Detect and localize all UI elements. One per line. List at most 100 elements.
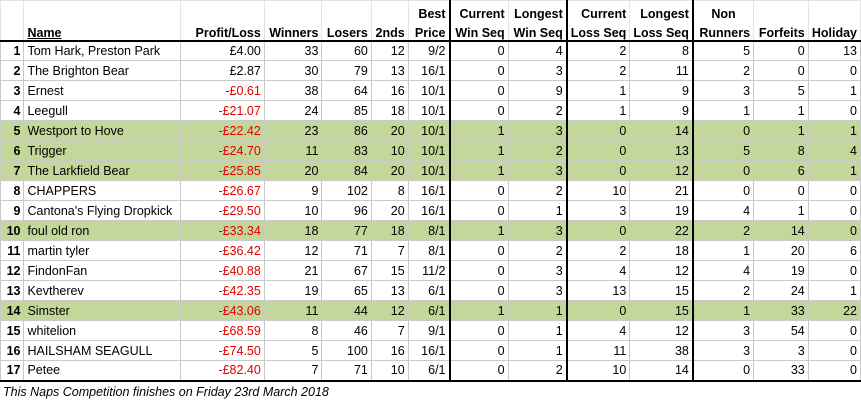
seconds-cell: 7 xyxy=(370,320,409,341)
table-row[interactable]: 7 The Larkfield Bear -£25.85 20 84 20 10/1 1 3 0 1… xyxy=(0,160,861,181)
longest-win-seq-cell: 2 xyxy=(507,180,568,201)
losers-cell: 79 xyxy=(321,60,372,81)
profit-loss-cell: -£42.35 xyxy=(180,280,265,301)
table-row[interactable]: 5 Westport to Hove -£22.42 23 86 20 10/1 1 3 0 14 0… xyxy=(0,120,861,141)
table-row[interactable]: 2 The Brighton Bear £2.87 30 79 13 16/1 0 3 2 11 2 0… xyxy=(0,60,861,81)
header-name: Name xyxy=(23,20,182,42)
header-longest-win-seq: Longest xyxy=(507,0,568,21)
name-cell: Kevtherev xyxy=(23,280,182,301)
header-best-price-2: Price xyxy=(407,20,451,42)
best-price-cell: 9/1 xyxy=(407,320,451,341)
losers-cell: 102 xyxy=(321,180,372,201)
header-seconds: 2nds xyxy=(370,20,409,42)
seconds-cell: 8 xyxy=(370,180,409,201)
longest-loss-seq-cell: 8 xyxy=(629,40,694,61)
current-win-seq-cell: 0 xyxy=(448,260,509,281)
current-win-seq-cell: 1 xyxy=(448,140,509,161)
table-row[interactable]: 8 CHAPPERS -£26.67 9 102 8 16/1 0 2 10 21 0 0 0 xyxy=(0,180,861,201)
longest-win-seq-cell: 3 xyxy=(507,160,568,181)
table-row[interactable]: 17 Petee -£82.40 7 71 10 6/1 0 2 10 14 0 33 0 xyxy=(0,360,861,382)
current-loss-seq-cell: 0 xyxy=(565,140,631,161)
non-runners-cell: 0 xyxy=(691,160,755,181)
header-profit-loss: Profit/Loss xyxy=(180,20,265,42)
header-longest-loss-seq-2: Loss Seq xyxy=(629,20,694,42)
table-row[interactable]: 14 Simster -£43.06 11 44 12 6/1 1 1 0 15 1 33 22 xyxy=(0,300,861,321)
losers-cell: 84 xyxy=(321,160,372,181)
rank-cell: 5 xyxy=(0,120,25,141)
seconds-cell: 15 xyxy=(370,260,409,281)
table-row[interactable]: 6 Trigger -£24.70 11 83 10 10/1 1 2 0 13 5 8 4 xyxy=(0,140,861,161)
winners-cell: 10 xyxy=(263,200,323,221)
profit-loss-cell: -£82.40 xyxy=(180,360,265,382)
current-loss-seq-cell: 2 xyxy=(565,40,631,61)
header-best-price: Best xyxy=(407,0,451,21)
current-win-seq-cell: 0 xyxy=(448,80,509,101)
rank-cell: 13 xyxy=(0,280,25,301)
table-row[interactable]: 1 Tom Hark, Preston Park £4.00 33 60 12 9/2 0 4 2… xyxy=(0,40,861,61)
best-price-cell: 10/1 xyxy=(407,120,451,141)
longest-win-seq-cell: 1 xyxy=(507,200,568,221)
non-runners-cell: 5 xyxy=(691,40,755,61)
current-win-seq-cell: 0 xyxy=(448,280,509,301)
current-win-seq-cell: 1 xyxy=(448,160,509,181)
header-losers: Losers xyxy=(321,20,372,42)
table-row[interactable]: 11 martin tyler -£36.42 12 71 7 8/1 0 2 2 18 1 20 6 xyxy=(0,240,861,261)
losers-cell: 60 xyxy=(321,40,372,61)
table-row[interactable]: 3 Ernest -£0.61 38 64 16 10/1 0 9 1 9 3 5 1 xyxy=(0,80,861,101)
forfeits-cell: 5 xyxy=(753,80,809,101)
winners-cell: 33 xyxy=(263,40,323,61)
best-price-cell: 10/1 xyxy=(407,80,451,101)
holiday-cell: 4 xyxy=(807,140,861,161)
profit-loss-cell: -£25.85 xyxy=(180,160,265,181)
rank-cell: 7 xyxy=(0,160,25,181)
holiday-cell: 0 xyxy=(807,60,861,81)
holiday-cell: 1 xyxy=(807,80,861,101)
non-runners-cell: 0 xyxy=(691,180,755,201)
header-non-runners-2: Runners xyxy=(691,20,755,42)
best-price-cell: 8/1 xyxy=(407,220,451,241)
table-row[interactable]: 13 Kevtherev -£42.35 19 65 13 6/1 0 3 13 15 2 24 1 xyxy=(0,280,861,301)
rank-cell: 2 xyxy=(0,60,25,81)
longest-loss-seq-cell: 14 xyxy=(629,360,694,382)
table-row[interactable]: 4 Leegull -£21.07 24 85 18 10/1 0 2 1 9 1 1 0 xyxy=(0,100,861,121)
losers-cell: 67 xyxy=(321,260,372,281)
non-runners-cell: 3 xyxy=(691,320,755,341)
seconds-cell: 20 xyxy=(370,120,409,141)
name-cell: Trigger xyxy=(23,140,182,161)
holiday-cell: 1 xyxy=(807,160,861,181)
longest-win-seq-cell: 1 xyxy=(507,340,568,361)
longest-loss-seq-cell: 12 xyxy=(629,160,694,181)
table-row[interactable]: 9 Cantona's Flying Dropkick -£29.50 10 96 20 1… xyxy=(0,200,861,221)
header-longest-loss-seq: Longest xyxy=(629,0,694,21)
table-row[interactable]: 16 HAILSHAM SEAGULL -£74.50 5 100 16 16/1 0 1 11 3… xyxy=(0,340,861,361)
rank-cell: 10 xyxy=(0,220,25,241)
name-cell: Petee xyxy=(23,360,182,382)
standings-table: Best Current Longest Current Longest Non… xyxy=(0,0,861,382)
name-cell: Leegull xyxy=(23,100,182,121)
holiday-cell: 13 xyxy=(807,40,861,61)
winners-cell: 5 xyxy=(263,340,323,361)
header-current-loss-seq: Current xyxy=(565,0,631,21)
longest-win-seq-cell: 3 xyxy=(507,120,568,141)
profit-loss-cell: -£33.34 xyxy=(180,220,265,241)
forfeits-cell: 54 xyxy=(753,320,809,341)
forfeits-cell: 6 xyxy=(753,160,809,181)
name-cell: whitelion xyxy=(23,320,182,341)
non-runners-cell: 0 xyxy=(691,120,755,141)
forfeits-cell: 14 xyxy=(753,220,809,241)
profit-loss-cell: -£74.50 xyxy=(180,340,265,361)
rank-cell: 12 xyxy=(0,260,25,281)
name-cell: The Brighton Bear xyxy=(23,60,182,81)
table-row[interactable]: 10 foul old ron -£33.34 18 77 18 8/1 1 3 0 22 2 14 0 xyxy=(0,220,861,241)
losers-cell: 44 xyxy=(321,300,372,321)
holiday-cell: 0 xyxy=(807,180,861,201)
table-row[interactable]: 15 whitelion -£68.59 8 46 7 9/1 0 1 4 12 3 54 0 xyxy=(0,320,861,341)
current-loss-seq-cell: 0 xyxy=(565,120,631,141)
profit-loss-cell: £2.87 xyxy=(180,60,265,81)
best-price-cell: 16/1 xyxy=(407,60,451,81)
losers-cell: 85 xyxy=(321,100,372,121)
best-price-cell: 16/1 xyxy=(407,200,451,221)
header-winners: Winners xyxy=(263,20,323,42)
table-row[interactable]: 12 FindonFan -£40.88 21 67 15 11/2 0 3 4 12 4 19 0 xyxy=(0,260,861,281)
holiday-cell: 0 xyxy=(807,360,861,382)
